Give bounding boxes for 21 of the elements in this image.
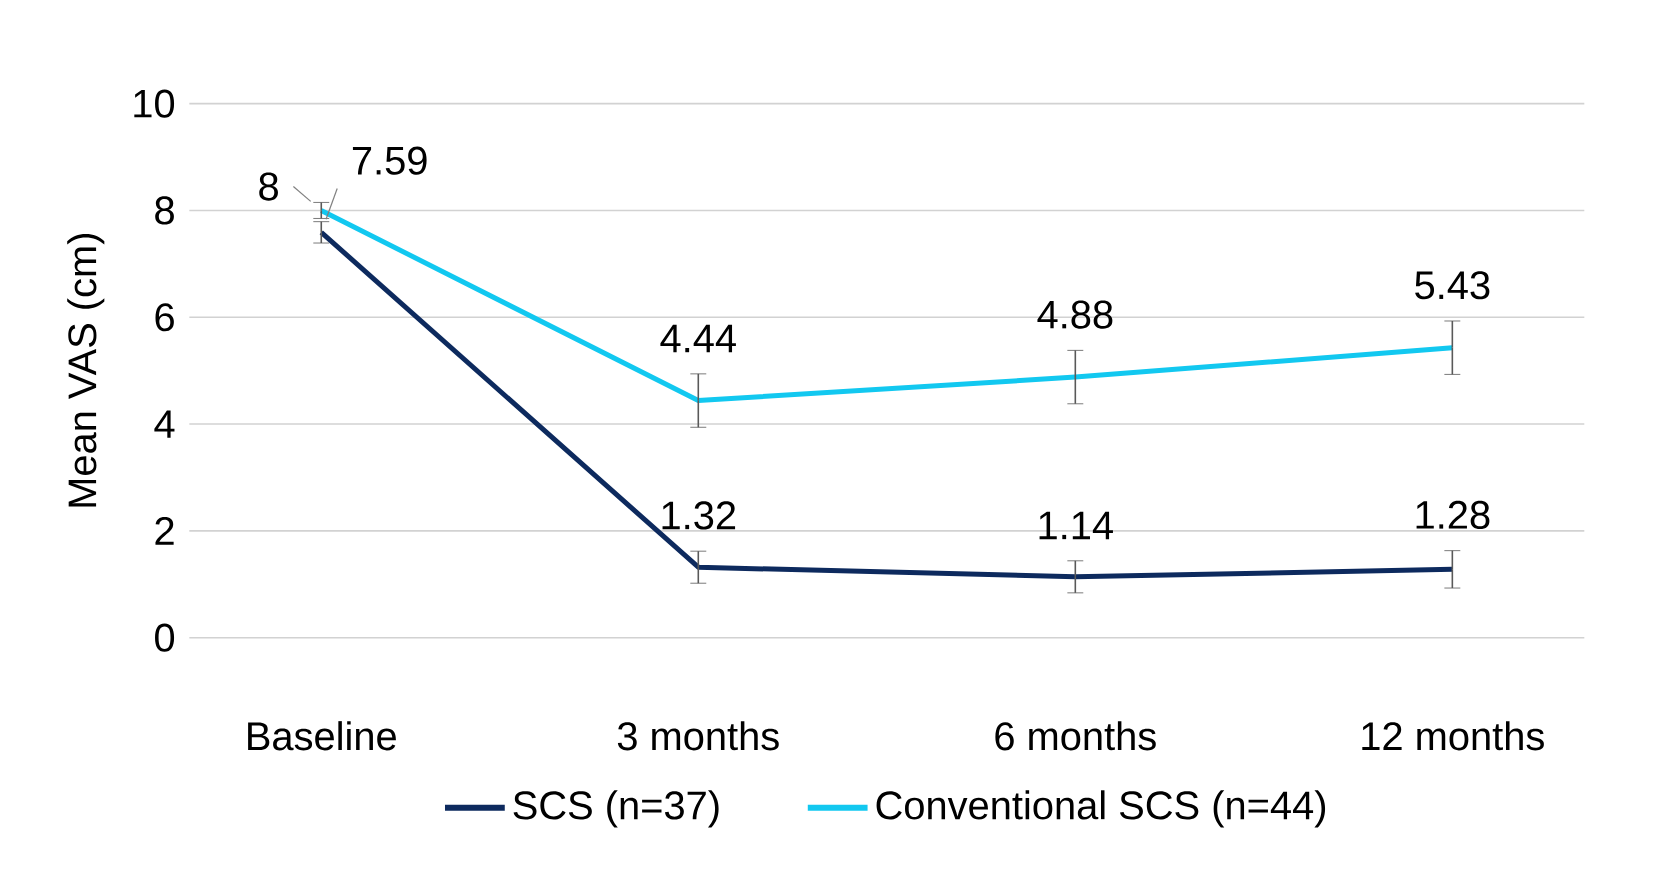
data-label: 1.28	[1416, 500, 1490, 530]
y-axis-title: Mean VAS (cm)	[67, 234, 105, 507]
y-tick-label: 2	[155, 517, 174, 545]
legend-label: Conventional SCS (n=44)	[876, 790, 1326, 828]
data-label: 4.44	[660, 324, 736, 353]
legend-label: SCS (n=37)	[513, 790, 719, 828]
y-tick-label: 6	[155, 303, 174, 332]
data-label: 1.14	[1039, 511, 1113, 540]
x-tick-label: Baseline	[248, 721, 396, 751]
x-tick-label: 6 months	[995, 721, 1156, 751]
data-label: 7.59	[352, 146, 427, 175]
x-tick-label: 3 months	[617, 721, 779, 751]
data-label: 5.43	[1415, 271, 1490, 300]
data-label: 1.32	[662, 501, 736, 530]
y-tick-label: 10	[134, 89, 175, 118]
x-tick-label: 12 months	[1362, 721, 1544, 751]
y-tick-label: 0	[155, 623, 175, 652]
data-label: 4.88	[1037, 300, 1113, 329]
y-tick-label: 8	[155, 196, 174, 225]
data-label: 8	[259, 172, 278, 201]
y-tick-label: 4	[154, 410, 175, 438]
